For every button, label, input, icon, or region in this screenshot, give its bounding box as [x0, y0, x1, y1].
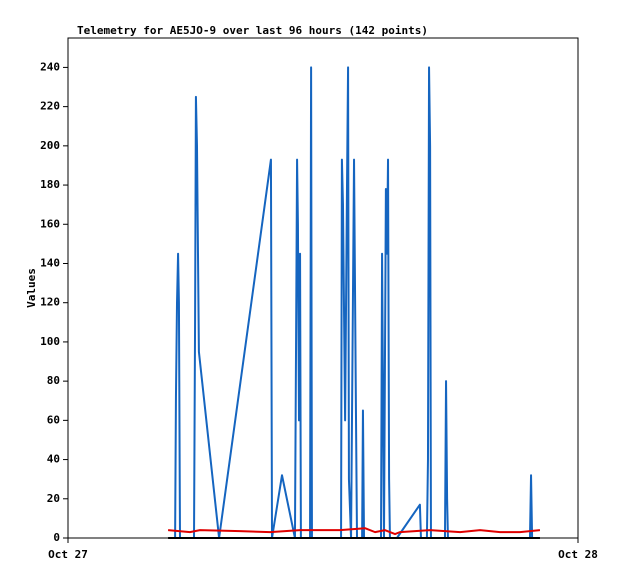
x-tick-label: Oct 28 — [558, 548, 598, 561]
y-tick-label: 20 — [47, 492, 60, 505]
y-tick-label: 60 — [47, 413, 60, 426]
chart-title: Telemetry for AE5JO-9 over last 96 hours… — [77, 24, 428, 37]
data-line — [170, 66, 534, 539]
data-line — [168, 527, 541, 536]
y-tick-label: 0 — [53, 531, 60, 544]
x-tick-label: Oct 27 — [48, 548, 88, 561]
y-tick-label: 180 — [40, 178, 60, 191]
plot-frame — [67, 37, 579, 539]
y-tick-label: 120 — [40, 296, 60, 309]
y-axis-label: Values — [25, 268, 38, 308]
y-tick-label: 80 — [47, 374, 60, 387]
y-tick-label: 40 — [47, 453, 60, 466]
y-tick-label: 140 — [40, 256, 60, 269]
y-tick-label: 100 — [40, 335, 60, 348]
y-tick-label: 200 — [40, 139, 60, 152]
y-tick-label: 240 — [40, 60, 60, 73]
y-tick-label: 160 — [40, 217, 60, 230]
y-tick-label: 220 — [40, 100, 60, 113]
